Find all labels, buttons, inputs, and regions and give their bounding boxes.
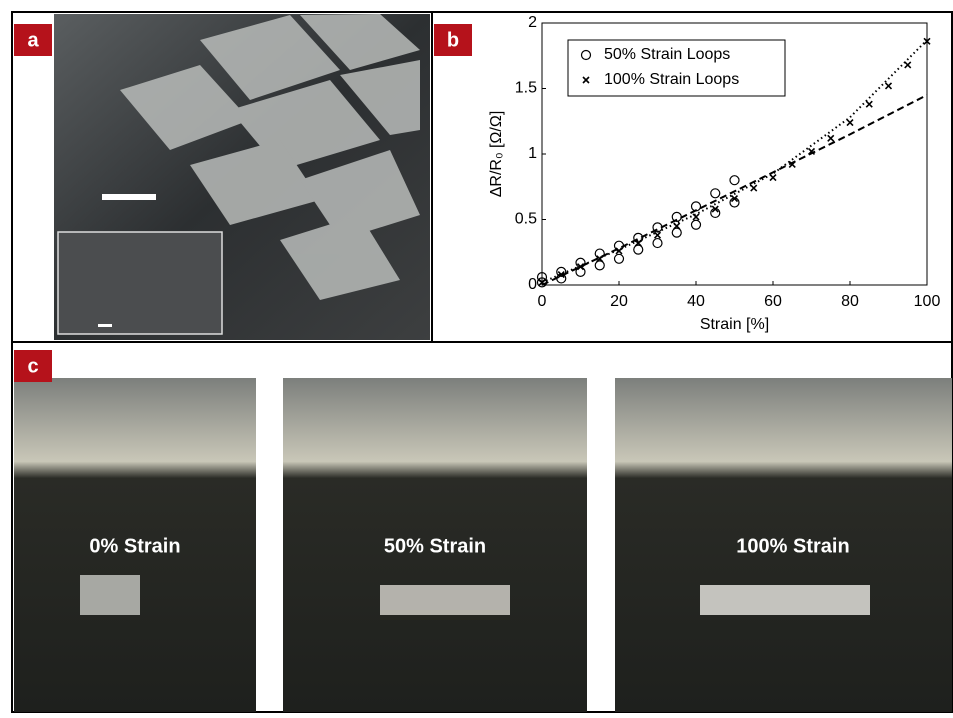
- x-axis-label: Strain [%]: [700, 316, 769, 333]
- legend-label: 50% Strain Loops: [604, 46, 730, 63]
- point: [751, 185, 757, 191]
- specimen: [700, 585, 870, 615]
- photo-caption: 100% Strain: [736, 535, 849, 557]
- y-tick-label: 1: [528, 145, 537, 162]
- scale-bar: [102, 194, 156, 200]
- y-tick-label: 1.5: [515, 80, 537, 97]
- panel-label: c: [27, 355, 38, 377]
- point: [711, 189, 720, 198]
- y-axis-label: ΔR/R₀ [Ω/Ω]: [488, 111, 505, 198]
- point: [770, 175, 776, 181]
- x-tick-label: 0: [538, 293, 547, 310]
- point: [692, 220, 701, 229]
- point: [634, 245, 643, 254]
- photo-caption: 0% Strain: [89, 535, 180, 557]
- figure: 0% Strain 50% Strain 100% Strain a b c 0…: [0, 0, 953, 713]
- point: [905, 62, 911, 68]
- legend-label: 100% Strain Loops: [604, 71, 739, 88]
- point: [615, 254, 624, 263]
- point: [847, 120, 853, 126]
- x-tick-label: 20: [610, 293, 628, 310]
- point: [828, 135, 834, 141]
- point: [653, 223, 662, 232]
- fit-line: [542, 95, 927, 285]
- panel-label: b: [447, 29, 459, 51]
- point: [595, 261, 604, 270]
- x-tick-label: 80: [841, 293, 859, 310]
- photo-caption: 50% Strain: [384, 535, 486, 557]
- panel-label: a: [27, 29, 39, 51]
- point: [672, 228, 681, 237]
- scale-bar: [98, 324, 112, 327]
- x-tick-label: 100: [914, 293, 941, 310]
- point: [655, 232, 661, 238]
- x-tick-label: 60: [764, 293, 782, 310]
- point: [866, 101, 872, 107]
- chart: 0 20 40 60 80 100 0 0.5 1 1.5 2 Strain [%] ΔR/R₀ [Ω/…: [488, 14, 940, 333]
- y-tick-label: 0.5: [515, 211, 537, 228]
- y-tick-label: 2: [528, 14, 537, 31]
- point: [730, 176, 739, 185]
- y-tick-label: 0: [528, 276, 537, 293]
- point: [653, 239, 662, 248]
- inset-photo: [58, 232, 222, 334]
- point: [693, 214, 699, 220]
- x-tick-label: 40: [687, 293, 705, 310]
- specimen: [380, 585, 510, 615]
- point: [886, 83, 892, 89]
- specimen: [80, 575, 140, 615]
